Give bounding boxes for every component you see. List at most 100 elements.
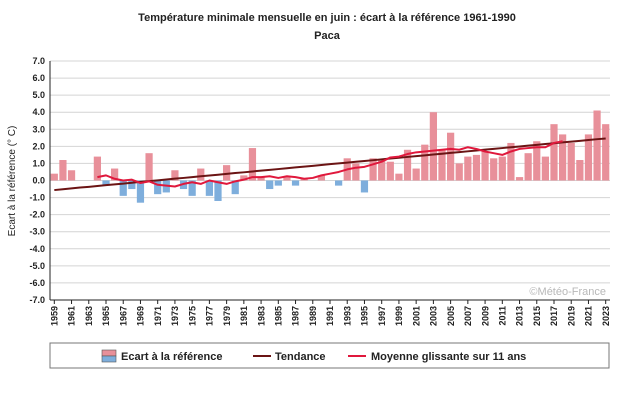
bar-2017 xyxy=(550,124,558,181)
bar-2008 xyxy=(472,154,481,181)
bar-2009 xyxy=(481,151,489,181)
bar-1978 xyxy=(214,180,222,201)
bar-1982 xyxy=(248,148,257,181)
bar-2022 xyxy=(593,110,601,181)
x-tick-label: 2009 xyxy=(480,306,490,326)
legend-swatch-positive xyxy=(101,349,117,357)
x-tick-label: 1969 xyxy=(136,306,146,326)
bar-2018 xyxy=(559,134,567,181)
x-tick-label: 2013 xyxy=(515,306,525,326)
bar-1968 xyxy=(128,180,136,190)
bar-2011 xyxy=(498,156,506,181)
bar-1964 xyxy=(93,156,101,181)
x-tick-label: 1981 xyxy=(239,306,249,326)
x-tick-label: 1983 xyxy=(256,306,266,326)
y-tick-labels: 7.0 6.0 5.0 4.0 3.0 2.0 1.0 0.0 -1.0 -2.0 -3.0 -4.0… xyxy=(29,56,45,305)
x-tick-label: 1977 xyxy=(205,306,215,326)
legend-label-bars: Ecart à la référence xyxy=(121,351,223,363)
x-tick-label: 1989 xyxy=(308,306,318,326)
x-tick-label: 1959 xyxy=(50,306,60,326)
y-tick-label: -3.0 xyxy=(29,227,45,237)
bar-1969 xyxy=(136,180,145,203)
bar-2016 xyxy=(541,156,549,181)
x-tick-label: 1997 xyxy=(377,306,387,326)
x-tick-label: 1971 xyxy=(153,306,163,326)
bar-1985 xyxy=(274,180,282,186)
legend: Ecart à la référence Tendance Moyenne gl… xyxy=(49,342,610,369)
x-tick-label: 1961 xyxy=(67,306,77,326)
bar-2001 xyxy=(412,168,420,181)
bar-1995 xyxy=(360,180,369,193)
bar-1959 xyxy=(50,173,58,181)
x-tick-label: 2019 xyxy=(566,306,576,326)
bar-1990 xyxy=(317,175,325,181)
x-tick-label: 1965 xyxy=(101,306,111,326)
bar-1973 xyxy=(171,170,179,181)
bar-1980 xyxy=(231,180,239,195)
bar-2023 xyxy=(602,124,610,181)
bar-2000 xyxy=(403,149,412,181)
bar-1965 xyxy=(102,180,110,186)
series-line-1 xyxy=(97,140,563,188)
x-tick-label: 1973 xyxy=(170,306,180,326)
bar-2015 xyxy=(533,141,541,181)
legend-item-trend: Tendance xyxy=(253,351,326,363)
bar-1975 xyxy=(188,180,196,196)
x-tick-labels: 1959 1961 1963 1965 1967 1969 1971 1973 1975 1977… xyxy=(50,300,611,326)
bar-1987 xyxy=(291,180,300,186)
y-axis-label: Ecart à la référence (° C) xyxy=(7,126,18,237)
y-tick-label: -7.0 xyxy=(29,295,45,305)
legend-item-moving-average: Moyenne glissante sur 11 ans xyxy=(348,351,526,363)
x-tick-label: 2005 xyxy=(446,306,456,326)
bar-2005 xyxy=(447,132,455,181)
bar-1979 xyxy=(223,165,231,181)
bar-2003 xyxy=(429,112,437,181)
x-tick-label: 2001 xyxy=(411,306,421,326)
x-tick-label: 2003 xyxy=(429,306,439,326)
bar-1999 xyxy=(395,173,403,181)
x-tick-label: 1979 xyxy=(222,306,232,326)
bar-1960 xyxy=(59,160,67,181)
bar-1986 xyxy=(283,177,291,181)
bar-2013 xyxy=(515,177,524,181)
x-tick-label: 2023 xyxy=(601,306,611,326)
x-tick-label: 1975 xyxy=(187,306,197,326)
legend-swatch-negative xyxy=(101,355,117,363)
x-tick-label: 1967 xyxy=(118,306,128,326)
legend-frame xyxy=(49,342,610,369)
y-tick-label: 5.0 xyxy=(32,90,45,100)
y-tick-label: 6.0 xyxy=(32,73,45,83)
x-tick-label: 1999 xyxy=(394,306,404,326)
bar-1998 xyxy=(386,161,394,181)
bar-1994 xyxy=(352,163,360,181)
y-tick-label: -5.0 xyxy=(29,261,45,271)
bars xyxy=(50,110,610,203)
y-tick-label: 0.0 xyxy=(32,176,45,186)
bar-1961 xyxy=(67,170,76,181)
bar-2010 xyxy=(490,158,498,181)
y-tick-label: -4.0 xyxy=(29,244,45,254)
y-tick-label: 4.0 xyxy=(32,107,45,117)
lines xyxy=(54,137,606,192)
gridlines xyxy=(50,60,610,301)
bar-1983 xyxy=(257,177,265,181)
bar-2007 xyxy=(464,156,472,181)
x-tick-label: 2011 xyxy=(498,306,508,326)
y-tick-label: 2.0 xyxy=(32,141,45,151)
y-tick-label: -1.0 xyxy=(29,193,45,203)
bar-1977 xyxy=(205,180,213,196)
x-tick-label: 2021 xyxy=(584,306,594,326)
bar-1976 xyxy=(197,168,205,181)
x-tick-label: 1995 xyxy=(360,306,370,326)
bar-1997 xyxy=(378,160,386,181)
x-tick-label: 2007 xyxy=(463,306,473,326)
bar-1967 xyxy=(119,180,127,196)
x-tick-label: 1963 xyxy=(84,306,94,326)
y-tick-label: -6.0 xyxy=(29,278,45,288)
bar-1996 xyxy=(369,158,377,181)
bar-2006 xyxy=(455,163,463,181)
bar-2002 xyxy=(421,144,429,181)
bar-1992 xyxy=(335,180,343,186)
